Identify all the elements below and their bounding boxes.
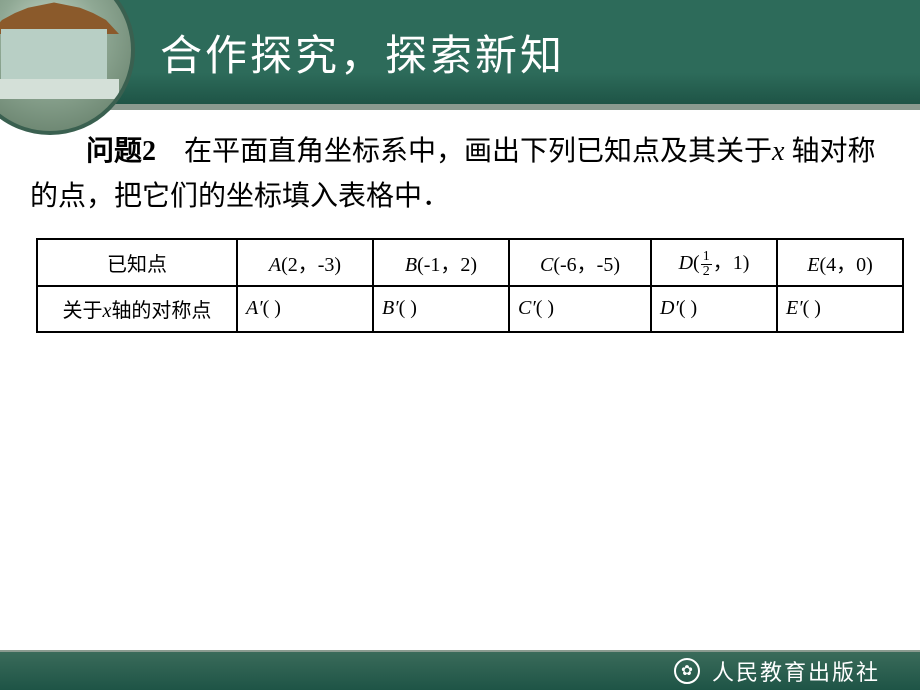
question-label: 问题2 <box>86 136 156 167</box>
row2-header: 关于x轴的对称点 <box>37 286 237 332</box>
cell-B: B(-1，2) <box>373 239 509 286</box>
cell-D: D(12，1) <box>651 239 777 286</box>
question-text: 问题2 在平面直角坐标系中，画出下列已知点及其关于x 轴对称的点，把它们的坐标填… <box>30 130 890 220</box>
emblem-base <box>0 79 119 99</box>
cell-A: A(2，-3) <box>237 239 373 286</box>
footer-bar: ✿ 人民教育出版社 <box>0 650 920 690</box>
footer-logo: ✿ 人民教育出版社 <box>674 655 880 687</box>
cell-D-prime: D′( ) <box>651 286 777 332</box>
cell-B-prime: B′( ) <box>373 286 509 332</box>
question-part1: 在平面直角坐标系中，画出下列已知点及其关于 <box>184 136 772 167</box>
table-row: 关于x轴的对称点 A′( ) B′( ) C′( ) D′( ) E′( ) <box>37 286 903 332</box>
cell-E-prime: E′( ) <box>777 286 903 332</box>
footer-logo-icon: ✿ <box>674 658 700 684</box>
cell-A-prime: A′( ) <box>237 286 373 332</box>
cell-E: E(4，0) <box>777 239 903 286</box>
fraction: 12 <box>701 250 712 279</box>
row1-header: 已知点 <box>37 239 237 286</box>
footer-publisher: 人民教育出版社 <box>712 655 880 687</box>
cell-C: C(-6，-5) <box>509 239 651 286</box>
cell-C-prime: C′( ) <box>509 286 651 332</box>
table-row: 已知点 A(2，-3) B(-1，2) C(-6，-5) D(12，1) E(4… <box>37 239 903 286</box>
points-table: 已知点 A(2，-3) B(-1，2) C(-6，-5) D(12，1) E(4… <box>36 238 904 333</box>
question-axis: x <box>772 136 784 167</box>
header-banner: 合作探究，探索新知 <box>0 0 920 110</box>
content-area: 问题2 在平面直角坐标系中，画出下列已知点及其关于x 轴对称的点，把它们的坐标填… <box>0 110 920 353</box>
slide-title: 合作探究，探索新知 <box>160 22 565 83</box>
table-container: 已知点 A(2，-3) B(-1，2) C(-6，-5) D(12，1) E(4… <box>30 238 890 333</box>
